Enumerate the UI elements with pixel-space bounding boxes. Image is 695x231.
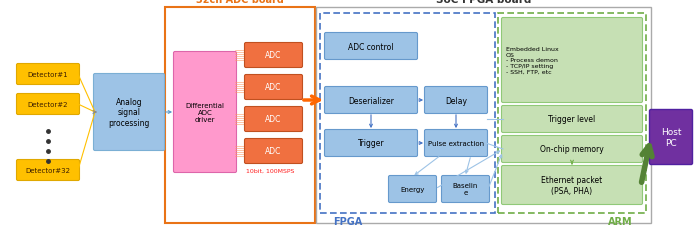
Text: ADC control: ADC control <box>348 42 394 51</box>
Text: ADC: ADC <box>265 147 281 156</box>
FancyBboxPatch shape <box>389 176 436 203</box>
FancyBboxPatch shape <box>94 74 165 151</box>
Text: Ethernet packet
(PSA, PHA): Ethernet packet (PSA, PHA) <box>541 176 603 195</box>
Text: FPGA: FPGA <box>333 216 362 226</box>
Text: ADC: ADC <box>265 83 281 92</box>
Text: ADC: ADC <box>265 115 281 124</box>
Text: Pulse extraction: Pulse extraction <box>428 140 484 146</box>
Text: Detector#1: Detector#1 <box>28 72 68 78</box>
FancyBboxPatch shape <box>502 18 642 103</box>
Bar <box>498 14 646 213</box>
FancyBboxPatch shape <box>502 136 642 163</box>
FancyBboxPatch shape <box>245 107 302 132</box>
Text: ARM: ARM <box>607 216 632 226</box>
FancyBboxPatch shape <box>325 130 418 157</box>
Text: 10bit, 100MSPS: 10bit, 100MSPS <box>246 168 294 173</box>
Text: ADC: ADC <box>265 51 281 60</box>
Text: On-chip memory: On-chip memory <box>540 145 604 154</box>
Text: Host
PC: Host PC <box>661 128 681 147</box>
FancyBboxPatch shape <box>17 160 79 181</box>
FancyBboxPatch shape <box>425 87 487 114</box>
FancyBboxPatch shape <box>17 64 79 85</box>
Text: Differential
ADC
driver: Differential ADC driver <box>186 103 224 122</box>
Bar <box>165 8 315 223</box>
FancyBboxPatch shape <box>325 33 418 60</box>
FancyBboxPatch shape <box>245 139 302 164</box>
Text: Trigger level: Trigger level <box>548 115 596 124</box>
Text: Analog
signal
processing: Analog signal processing <box>108 98 149 127</box>
Text: Delay: Delay <box>445 96 467 105</box>
Bar <box>316 8 651 223</box>
Text: 32ch ADC board: 32ch ADC board <box>196 0 284 5</box>
FancyBboxPatch shape <box>325 87 418 114</box>
FancyBboxPatch shape <box>425 130 487 157</box>
Text: SoC FPGA board: SoC FPGA board <box>436 0 531 5</box>
Text: Energy: Energy <box>400 186 425 192</box>
FancyBboxPatch shape <box>650 110 692 165</box>
FancyBboxPatch shape <box>174 52 236 173</box>
Text: Deserializer: Deserializer <box>348 96 394 105</box>
FancyBboxPatch shape <box>245 75 302 100</box>
Text: Trigger: Trigger <box>358 139 384 148</box>
FancyBboxPatch shape <box>17 94 79 115</box>
FancyBboxPatch shape <box>245 43 302 68</box>
FancyBboxPatch shape <box>441 176 489 203</box>
Text: Detector#32: Detector#32 <box>26 167 70 173</box>
Text: Detector#2: Detector#2 <box>28 102 68 108</box>
Bar <box>320 14 495 213</box>
Text: Baselin
e: Baselin e <box>453 183 478 196</box>
FancyBboxPatch shape <box>502 166 642 205</box>
Text: Embedded Linux
OS
- Process demon
- TCP/IP setting
- SSH, FTP, etc: Embedded Linux OS - Process demon - TCP/… <box>506 47 559 75</box>
FancyBboxPatch shape <box>502 106 642 133</box>
